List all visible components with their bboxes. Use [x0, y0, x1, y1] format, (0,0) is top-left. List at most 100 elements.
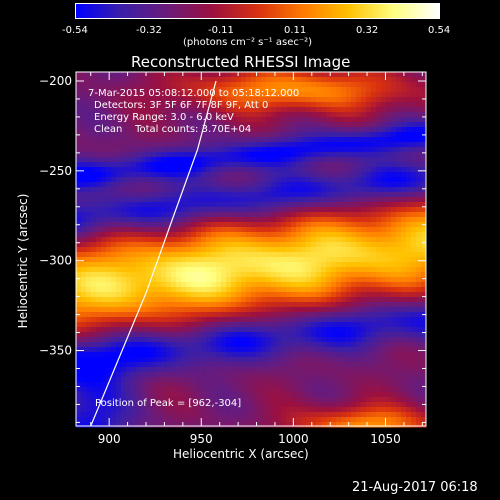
heatmap-cell	[106, 327, 112, 333]
heatmap-cell	[111, 147, 117, 153]
heatmap-cell	[236, 182, 242, 188]
heatmap-cell	[306, 302, 312, 308]
heatmap-cell	[421, 227, 427, 233]
heatmap-cell	[176, 207, 182, 213]
heatmap-cell	[181, 87, 187, 93]
heatmap-cell	[361, 147, 367, 153]
heatmap-cell	[116, 132, 122, 138]
heatmap-cell	[341, 287, 347, 293]
heatmap-cell	[376, 127, 382, 133]
heatmap-cell	[116, 117, 122, 123]
heatmap-cell	[141, 372, 147, 378]
heatmap-cell	[381, 122, 387, 128]
heatmap-cell	[296, 192, 302, 198]
heatmap-cell	[341, 377, 347, 383]
heatmap-cell	[276, 172, 282, 178]
heatmap-cell	[366, 97, 372, 103]
heatmap-cell	[221, 72, 227, 78]
heatmap-cell	[336, 332, 342, 338]
heatmap-cell	[366, 107, 372, 113]
heatmap-cell	[336, 202, 342, 208]
heatmap-cell	[226, 192, 232, 198]
heatmap-cell	[241, 307, 247, 313]
heatmap-cell	[316, 267, 322, 273]
heatmap-cell	[166, 277, 172, 283]
heatmap-cell	[256, 212, 262, 218]
heatmap-cell	[141, 107, 147, 113]
heatmap-cell	[141, 117, 147, 123]
heatmap-cell	[206, 382, 212, 388]
heatmap-cell	[136, 262, 142, 268]
heatmap-cell	[371, 347, 377, 353]
heatmap-cell	[296, 282, 302, 288]
heatmap-cell	[81, 417, 87, 423]
heatmap-cell	[306, 287, 312, 293]
heatmap-cell	[101, 292, 107, 298]
heatmap-cell	[166, 272, 172, 278]
heatmap-cell	[181, 172, 187, 178]
heatmap-cell	[86, 242, 92, 248]
heatmap-cell	[241, 247, 247, 253]
heatmap-cell	[246, 97, 252, 103]
heatmap-cell	[406, 107, 412, 113]
heatmap-cell	[386, 417, 392, 423]
heatmap-cell	[281, 252, 287, 258]
heatmap-cell	[91, 97, 97, 103]
heatmap-cell	[141, 312, 147, 318]
heatmap-cell	[416, 157, 422, 163]
heatmap-cell	[371, 337, 377, 343]
heatmap-cell	[201, 302, 207, 308]
heatmap-cell	[356, 172, 362, 178]
heatmap-cell	[301, 257, 307, 263]
heatmap-cell	[316, 347, 322, 353]
heatmap-cell	[306, 417, 312, 423]
heatmap-cell	[406, 372, 412, 378]
heatmap-cell	[96, 267, 102, 273]
heatmap-cell	[416, 282, 422, 288]
heatmap-cell	[291, 192, 297, 198]
heatmap-cell	[181, 237, 187, 243]
heatmap-cell	[76, 337, 82, 343]
heatmap-cell	[241, 182, 247, 188]
heatmap-cell	[131, 267, 137, 273]
heatmap-cell	[106, 192, 112, 198]
heatmap-cell	[416, 222, 422, 228]
heatmap-cell	[81, 292, 87, 298]
heatmap-cell	[331, 137, 337, 143]
heatmap-cell	[251, 222, 257, 228]
heatmap-cell	[296, 302, 302, 308]
heatmap-cell	[351, 197, 357, 203]
heatmap-cell	[176, 117, 182, 123]
heatmap-cell	[356, 147, 362, 153]
heatmap-cell	[151, 282, 157, 288]
heatmap-cell	[311, 242, 317, 248]
heatmap-cell	[86, 332, 92, 338]
heatmap-cell	[201, 387, 207, 393]
heatmap-cell	[256, 422, 262, 428]
heatmap-cell	[186, 82, 192, 88]
heatmap-cell	[256, 302, 262, 308]
heatmap-cell	[421, 102, 427, 108]
heatmap-cell	[161, 162, 167, 168]
heatmap-cell	[391, 82, 397, 88]
heatmap-cell	[261, 82, 267, 88]
heatmap-cell	[211, 257, 217, 263]
heatmap-cell	[126, 352, 132, 358]
heatmap-cell	[86, 287, 92, 293]
heatmap-cell	[391, 242, 397, 248]
heatmap-cell	[371, 187, 377, 193]
heatmap-cell	[401, 312, 407, 318]
heatmap-cell	[261, 152, 267, 158]
heatmap-cell	[126, 272, 132, 278]
heatmap-cell	[316, 182, 322, 188]
heatmap-cell	[256, 337, 262, 343]
heatmap-cell	[351, 147, 357, 153]
heatmap-cell	[96, 407, 102, 413]
heatmap-cell	[166, 127, 172, 133]
heatmap-cell	[261, 97, 267, 103]
heatmap-cell	[241, 122, 247, 128]
heatmap-cell	[111, 417, 117, 423]
heatmap-cell	[326, 87, 332, 93]
heatmap-cell	[131, 122, 137, 128]
heatmap-cell	[411, 247, 417, 253]
